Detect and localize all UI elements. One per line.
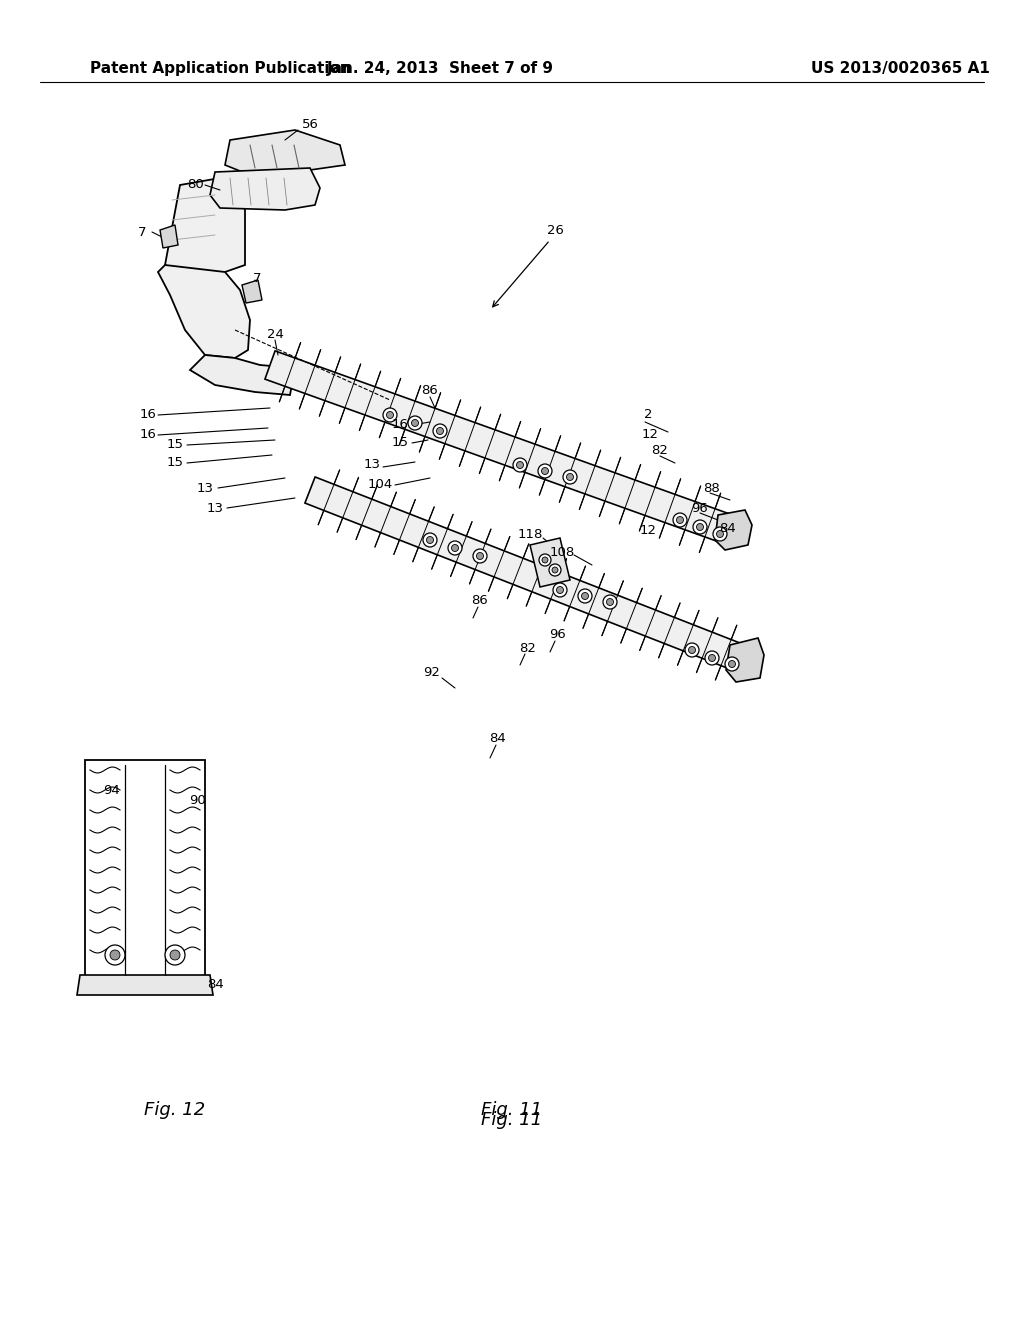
Circle shape [423,533,437,546]
Text: 15: 15 [167,457,183,470]
Text: Patent Application Publication: Patent Application Publication [90,61,351,75]
Circle shape [170,950,180,960]
Text: Fig. 11: Fig. 11 [481,1111,543,1129]
Circle shape [386,412,393,418]
Text: 84: 84 [720,521,736,535]
Circle shape [705,651,719,665]
Circle shape [603,595,617,609]
Text: 13: 13 [197,482,213,495]
Polygon shape [77,975,213,995]
Text: 80: 80 [186,178,204,191]
Text: 118: 118 [517,528,543,541]
Circle shape [713,527,727,541]
Text: 16: 16 [391,418,409,432]
Text: 104: 104 [368,479,392,491]
Text: 84: 84 [489,731,507,744]
Circle shape [412,420,419,426]
Text: 16: 16 [139,429,157,441]
Circle shape [539,554,551,566]
Circle shape [165,945,185,965]
Circle shape [542,557,548,564]
Polygon shape [242,280,262,304]
Circle shape [728,660,735,668]
Circle shape [552,568,558,573]
Text: 90: 90 [189,793,207,807]
Text: 96: 96 [691,502,709,515]
Polygon shape [165,178,245,272]
Text: Fig. 11: Fig. 11 [481,1101,543,1119]
Text: 13: 13 [207,502,223,515]
Polygon shape [265,351,735,544]
Polygon shape [305,477,751,673]
Text: 88: 88 [703,482,720,495]
Circle shape [563,470,577,484]
Circle shape [549,564,561,576]
Text: 12: 12 [640,524,656,536]
Text: 108: 108 [549,545,574,558]
Text: 26: 26 [547,223,563,236]
Circle shape [725,657,739,671]
Circle shape [110,950,120,960]
Circle shape [556,586,563,594]
Polygon shape [225,129,345,176]
Polygon shape [160,224,178,248]
Text: 15: 15 [391,437,409,450]
Polygon shape [158,265,250,358]
Polygon shape [190,355,295,395]
Text: 86: 86 [472,594,488,606]
Text: 84: 84 [207,978,223,991]
Polygon shape [530,539,570,587]
Circle shape [538,465,552,478]
Circle shape [717,531,724,537]
Circle shape [452,544,459,552]
Text: 16: 16 [139,408,157,421]
Circle shape [408,416,422,430]
Circle shape [693,520,707,535]
Text: 7: 7 [253,272,261,285]
Text: US 2013/0020365 A1: US 2013/0020365 A1 [811,61,989,75]
Circle shape [427,536,433,544]
Circle shape [677,516,683,524]
Text: 13: 13 [364,458,381,471]
Text: 12: 12 [641,429,658,441]
Circle shape [696,524,703,531]
Text: 94: 94 [103,784,121,796]
Text: 56: 56 [301,119,318,132]
Circle shape [449,541,462,554]
Circle shape [473,549,487,564]
Text: Jan. 24, 2013  Sheet 7 of 9: Jan. 24, 2013 Sheet 7 of 9 [327,61,554,75]
Text: 96: 96 [550,628,566,642]
Polygon shape [715,510,752,550]
Text: 86: 86 [422,384,438,396]
Polygon shape [210,168,319,210]
Text: 82: 82 [651,444,669,457]
Circle shape [578,589,592,603]
Circle shape [688,647,695,653]
Text: 82: 82 [519,642,537,655]
Circle shape [513,458,527,473]
Circle shape [685,643,699,657]
Text: 92: 92 [424,665,440,678]
Circle shape [105,945,125,965]
Circle shape [673,513,687,527]
Text: 2: 2 [644,408,652,421]
Polygon shape [85,760,205,979]
Circle shape [566,474,573,480]
Text: 24: 24 [266,329,284,342]
Circle shape [476,553,483,560]
Circle shape [436,428,443,434]
Circle shape [553,583,567,597]
Circle shape [542,467,549,474]
Polygon shape [726,638,764,682]
Text: Fig. 12: Fig. 12 [144,1101,206,1119]
Circle shape [383,408,397,422]
Circle shape [433,424,447,438]
Circle shape [516,462,523,469]
Circle shape [709,655,716,661]
Circle shape [582,593,589,599]
Circle shape [606,598,613,606]
Text: 7: 7 [138,226,146,239]
Text: 15: 15 [167,438,183,451]
